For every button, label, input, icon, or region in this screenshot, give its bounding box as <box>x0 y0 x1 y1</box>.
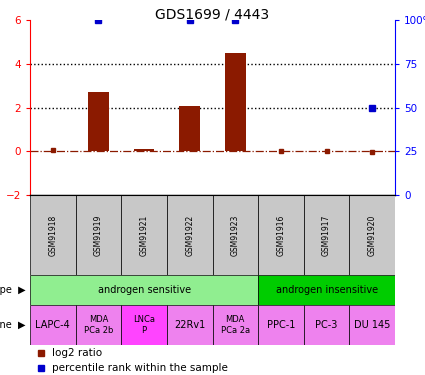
Bar <box>349 195 395 275</box>
Text: PC-3: PC-3 <box>315 320 338 330</box>
Bar <box>76 305 121 345</box>
Text: GSM91918: GSM91918 <box>48 214 57 256</box>
Bar <box>30 195 76 275</box>
Bar <box>134 149 154 151</box>
Bar <box>30 305 76 345</box>
Text: MDA
PCa 2b: MDA PCa 2b <box>84 315 113 335</box>
Text: GSM91917: GSM91917 <box>322 214 331 256</box>
Bar <box>258 305 304 345</box>
Bar <box>179 106 200 151</box>
Bar <box>349 305 395 345</box>
Bar <box>88 92 109 151</box>
Bar <box>30 275 258 305</box>
Text: MDA
PCa 2a: MDA PCa 2a <box>221 315 250 335</box>
Text: cell line  ▶: cell line ▶ <box>0 320 26 330</box>
Text: PPC-1: PPC-1 <box>267 320 295 330</box>
Text: GDS1699 / 4443: GDS1699 / 4443 <box>156 8 269 22</box>
Bar <box>167 195 212 275</box>
Text: cell type  ▶: cell type ▶ <box>0 285 26 295</box>
Bar <box>304 305 349 345</box>
Bar <box>212 305 258 345</box>
Bar <box>76 195 121 275</box>
Text: LNCa
P: LNCa P <box>133 315 155 335</box>
Text: 22Rv1: 22Rv1 <box>174 320 205 330</box>
Text: log2 ratio: log2 ratio <box>52 348 102 358</box>
Text: percentile rank within the sample: percentile rank within the sample <box>52 363 228 374</box>
Text: GSM91922: GSM91922 <box>185 214 194 256</box>
Bar <box>121 305 167 345</box>
Text: DU 145: DU 145 <box>354 320 391 330</box>
Text: LAPC-4: LAPC-4 <box>35 320 70 330</box>
Bar <box>258 195 304 275</box>
Bar <box>167 305 212 345</box>
Text: androgen sensitive: androgen sensitive <box>97 285 191 295</box>
Text: GSM91916: GSM91916 <box>276 214 286 256</box>
Bar <box>121 195 167 275</box>
Bar <box>258 275 395 305</box>
Text: GSM91923: GSM91923 <box>231 214 240 256</box>
Text: GSM91920: GSM91920 <box>368 214 377 256</box>
Text: GSM91921: GSM91921 <box>139 214 149 256</box>
Text: GSM91919: GSM91919 <box>94 214 103 256</box>
Bar <box>225 53 246 151</box>
Bar <box>304 195 349 275</box>
Bar <box>212 195 258 275</box>
Text: androgen insensitive: androgen insensitive <box>275 285 378 295</box>
